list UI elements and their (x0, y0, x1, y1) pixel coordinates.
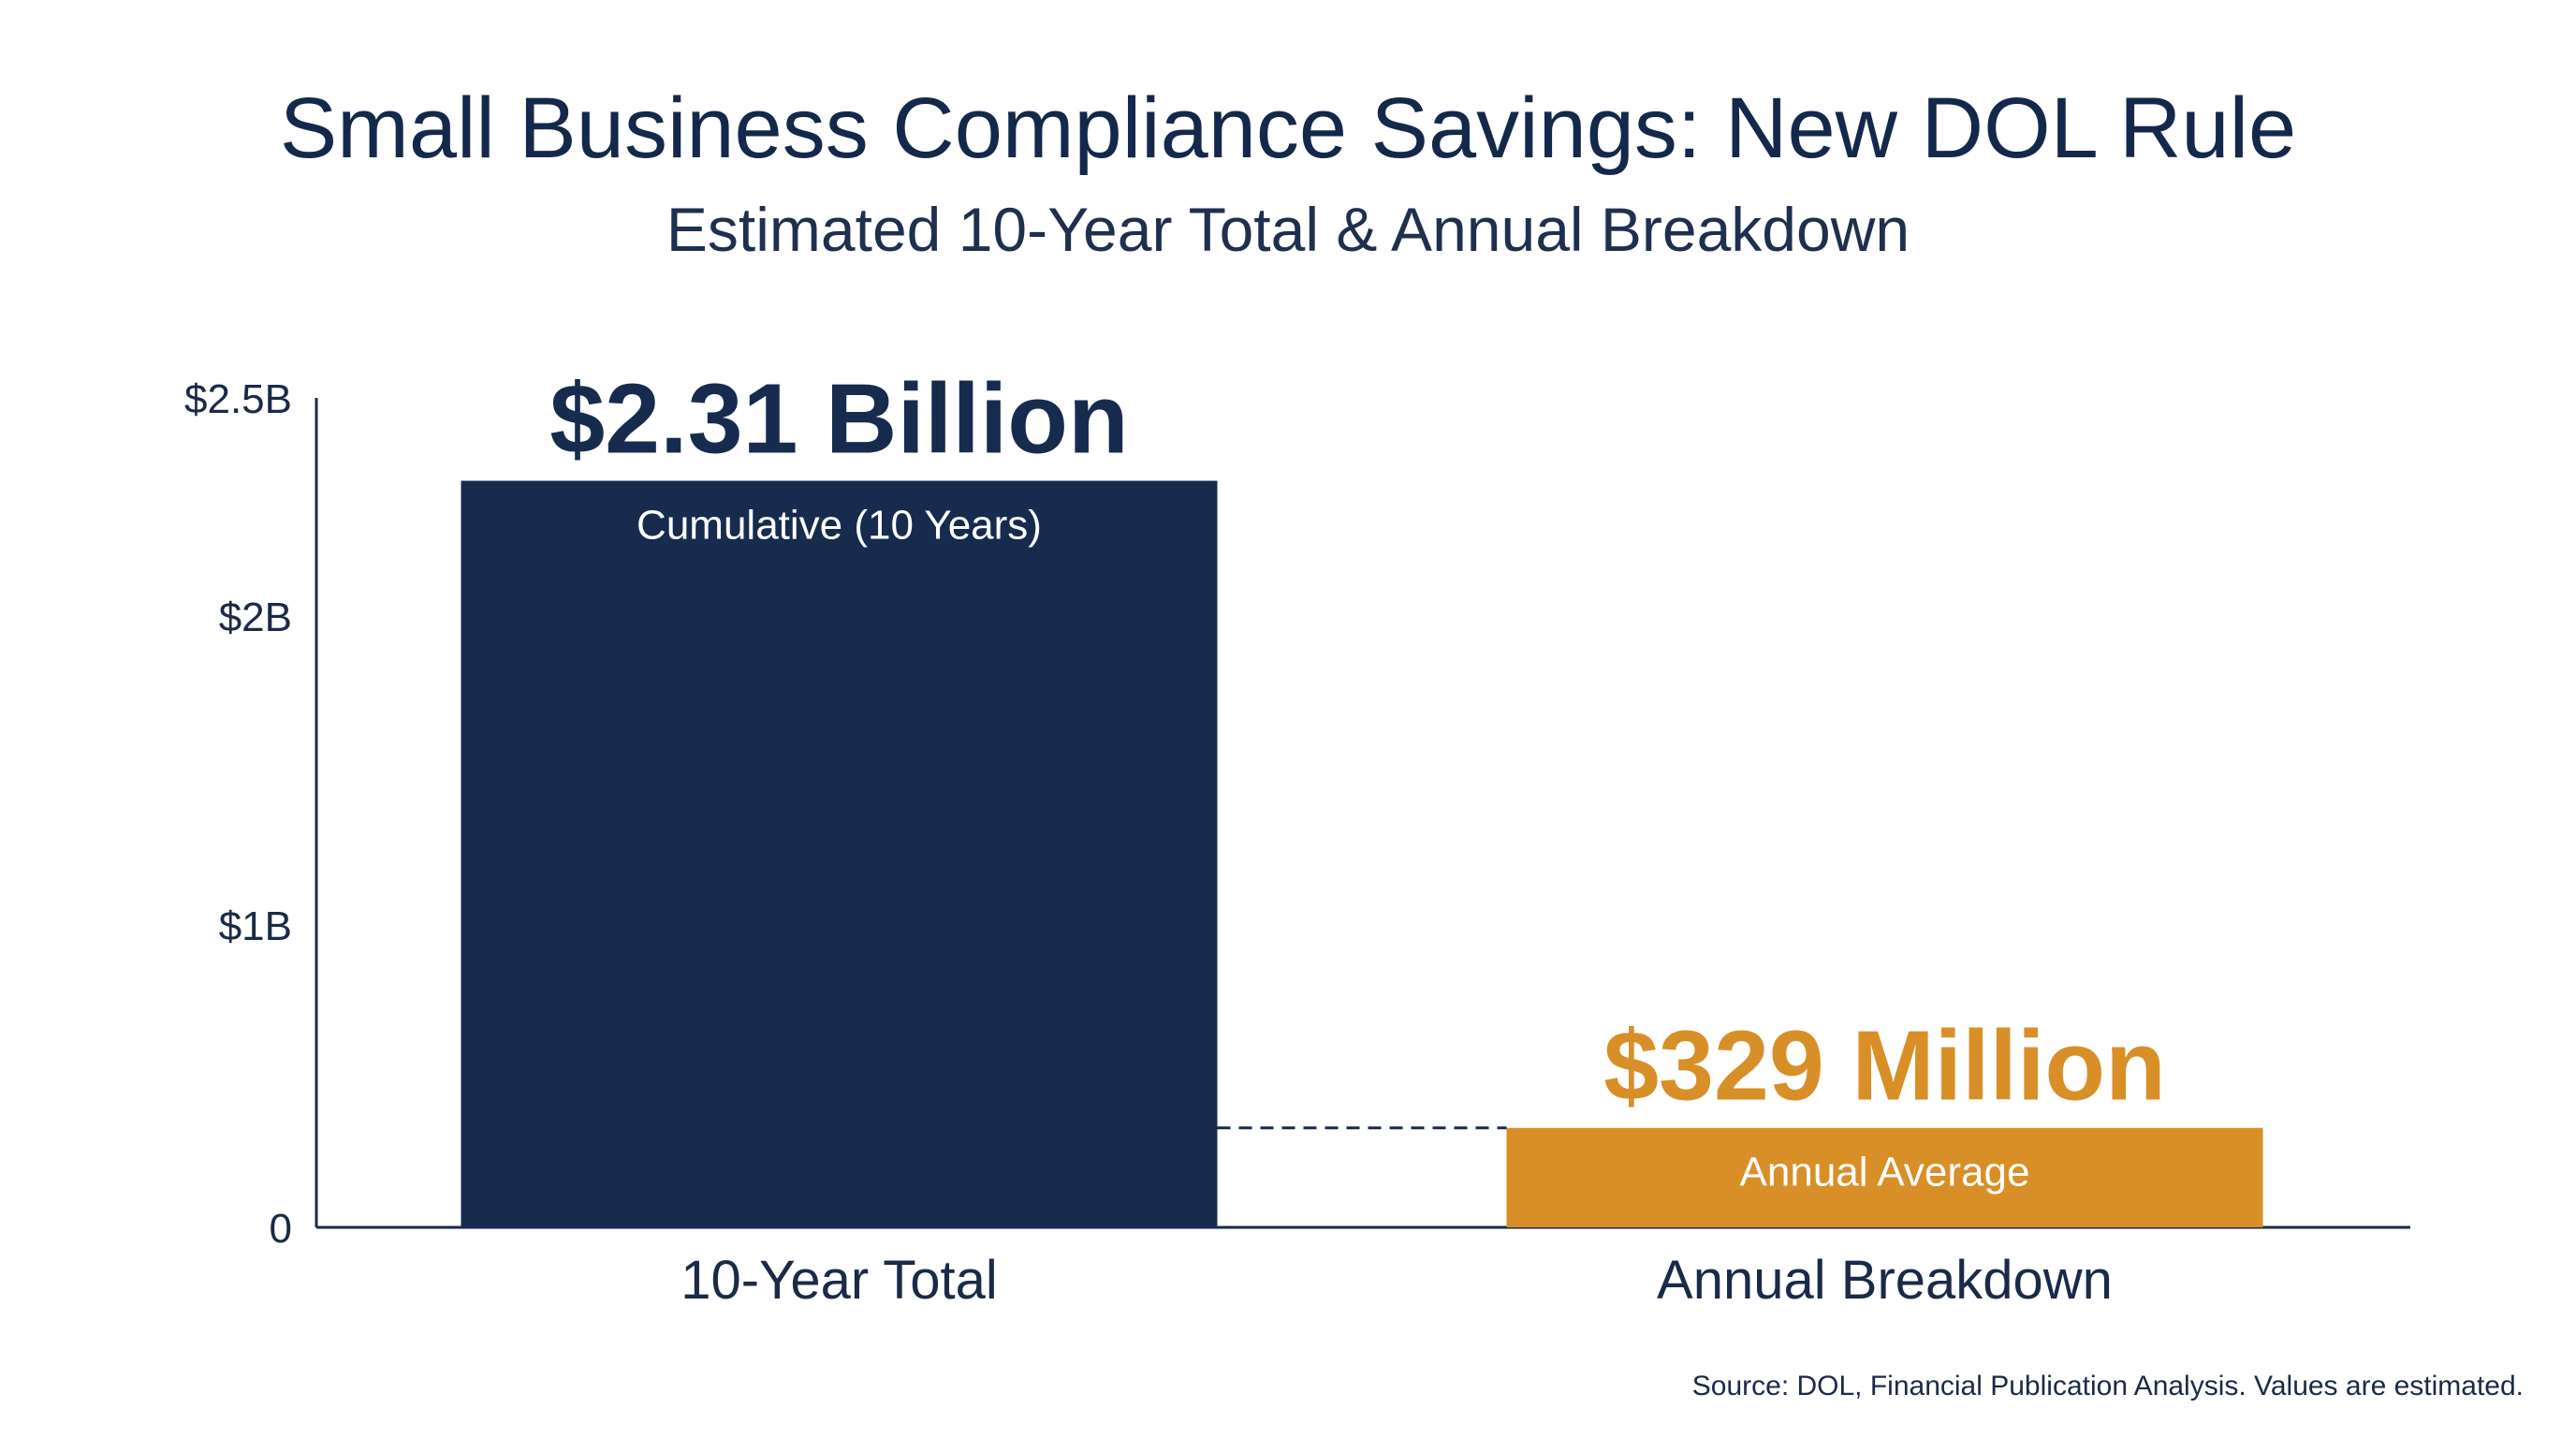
x-tick-label: 10-Year Total (681, 1250, 998, 1311)
y-tick-label: $1B (219, 903, 292, 949)
bar-value-label: $2.31 Billion (549, 364, 1129, 475)
chart-subtitle: Estimated 10-Year Total & Annual Breakdo… (666, 195, 1910, 264)
plot-area: 0 $1B $2B $2.5B $2.31 Billion Cumulative (10 … (184, 364, 2410, 1311)
x-tick-label: Annual Breakdown (1657, 1250, 2113, 1311)
bar (461, 480, 1218, 1227)
y-tick-label: 0 (270, 1206, 292, 1252)
bar (1506, 1127, 2263, 1227)
y-tick-label: $2B (219, 594, 292, 640)
chart-title: Small Business Compliance Savings: New D… (280, 81, 2296, 176)
bar-value-label: $329 Million (1603, 1011, 2166, 1122)
source-note: Source: DOL, Financial Publication Analy… (1692, 1371, 2524, 1401)
bar-inner-label: Annual Average (1740, 1150, 2030, 1196)
y-tick-label: $2.5B (184, 376, 292, 422)
bar-inner-label: Cumulative (10 Years) (637, 503, 1042, 549)
